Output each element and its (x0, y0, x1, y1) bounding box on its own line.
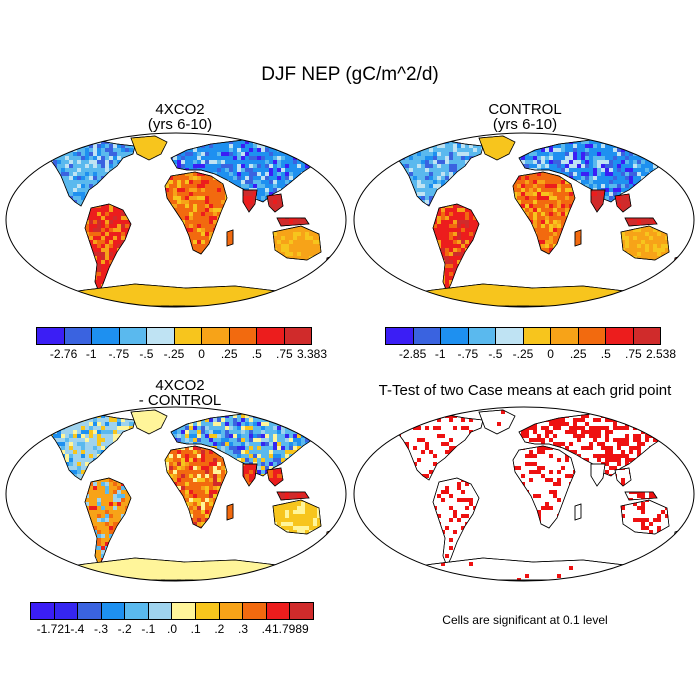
panel-1-title: 4XCO2 (yrs 6-10) (10, 102, 350, 132)
continent-madagascar (575, 504, 581, 520)
colorbar-tick-label: .75 (276, 347, 293, 361)
colorbar-swatch (55, 603, 79, 619)
colorbar-tick-label: .3 (238, 622, 248, 636)
panel-1-colorbar-labels: -2.76 -1 -.75 -.5 -.25 0.25.5.75 3.383 (36, 347, 312, 361)
panel-4-map (353, 406, 695, 582)
colorbar-tick-label: -.25 (164, 347, 185, 361)
panel-3-title-line1: 4XCO2 (10, 378, 350, 393)
colorbar-tick-label: -.4 (70, 622, 84, 636)
colorbar-tick-label: -2.76 (50, 347, 77, 361)
colorbar-swatch (469, 328, 497, 344)
colorbar-swatch (147, 328, 175, 344)
colorbar-tick-label: -.5 (488, 347, 502, 361)
colorbar-swatch (220, 603, 244, 619)
colorbar-swatch (551, 328, 579, 344)
colorbar-swatch (125, 603, 149, 619)
colorbar-swatch (196, 603, 220, 619)
colorbar-swatch (243, 603, 267, 619)
colorbar-swatch (441, 328, 469, 344)
colorbar-swatch (386, 328, 414, 344)
colorbar-tick-label: -1.721 (37, 622, 71, 636)
panel-3-colorbar (30, 602, 314, 620)
panel-2-map (353, 132, 695, 308)
colorbar-swatch (524, 328, 552, 344)
significance-note: Cells are significant at 0.1 level (355, 613, 695, 627)
colorbar-tick-label: -.3 (94, 622, 108, 636)
colorbar-tick-label: .25 (570, 347, 587, 361)
colorbar-swatch (290, 603, 313, 619)
panel-4-title: T-Test of two Case means at each grid po… (355, 383, 695, 398)
colorbar-tick-label: 0 (547, 347, 554, 361)
colorbar-tick-label: .5 (601, 347, 611, 361)
colorbar-swatch (230, 328, 258, 344)
panel-3-map (5, 406, 347, 582)
panel-1-title-line1: 4XCO2 (10, 102, 350, 117)
colorbar-tick-label: .1 (191, 622, 201, 636)
panel-1-title-line2: (yrs 6-10) (10, 117, 350, 132)
colorbar-swatch (496, 328, 524, 344)
panel-3-title: 4XCO2 - CONTROL (10, 378, 350, 408)
colorbar-swatch (65, 328, 93, 344)
colorbar-tick-label: 3.383 (297, 347, 327, 361)
colorbar-swatch (267, 603, 291, 619)
colorbar-swatch (634, 328, 661, 344)
figure-title: DJF NEP (gC/m^2/d) (0, 64, 700, 86)
colorbar-tick-label: 2.538 (646, 347, 676, 361)
colorbar-swatch (257, 328, 285, 344)
colorbar-swatch (92, 328, 120, 344)
colorbar-tick-label: -.1 (141, 622, 155, 636)
continent-namerica (397, 415, 483, 480)
colorbar-swatch (78, 603, 102, 619)
panel-2-colorbar-labels: -2.85 -1 -.75 -.5 -.25 0.25.5.75 2.538 (385, 347, 661, 361)
colorbar-tick-label: -1 (86, 347, 97, 361)
continent-india (591, 464, 605, 486)
colorbar-tick-label: .2 (214, 622, 224, 636)
colorbar-tick-label: .4 (262, 622, 272, 636)
colorbar-swatch (579, 328, 607, 344)
colorbar-swatch (606, 328, 634, 344)
colorbar-swatch (102, 603, 126, 619)
colorbar-tick-label: -.25 (513, 347, 534, 361)
panel-2-title-line2: (yrs 6-10) (355, 117, 695, 132)
colorbar-tick-label: .5 (252, 347, 262, 361)
colorbar-tick-label: 1.7989 (272, 622, 309, 636)
colorbar-tick-label: -1 (435, 347, 446, 361)
colorbar-swatch (175, 328, 203, 344)
panel-1-map (5, 132, 347, 308)
colorbar-tick-label: 0 (198, 347, 205, 361)
colorbar-swatch (37, 328, 65, 344)
colorbar-swatch (31, 603, 55, 619)
colorbar-swatch (172, 603, 196, 619)
panel-1-colorbar (36, 327, 312, 345)
colorbar-swatch (414, 328, 442, 344)
panel-2-title-line1: CONTROL (355, 102, 695, 117)
colorbar-tick-label: -.75 (457, 347, 478, 361)
panel-2-colorbar (385, 327, 661, 345)
colorbar-swatch (120, 328, 148, 344)
colorbar-tick-label: .25 (221, 347, 238, 361)
panel-3-colorbar-labels: -1.721 -.4 -.3 -.2 -.1 .0 .1 .2 .3 .4 1.7989 (30, 622, 314, 636)
colorbar-swatch (149, 603, 173, 619)
colorbar-swatch (202, 328, 230, 344)
colorbar-tick-label: .75 (625, 347, 642, 361)
colorbar-tick-label: -2.85 (399, 347, 426, 361)
colorbar-tick-label: .0 (167, 622, 177, 636)
colorbar-tick-label: -.75 (108, 347, 129, 361)
panel-2-title: CONTROL (yrs 6-10) (355, 102, 695, 132)
colorbar-tick-label: -.2 (118, 622, 132, 636)
colorbar-tick-label: -.5 (139, 347, 153, 361)
colorbar-swatch (285, 328, 312, 344)
